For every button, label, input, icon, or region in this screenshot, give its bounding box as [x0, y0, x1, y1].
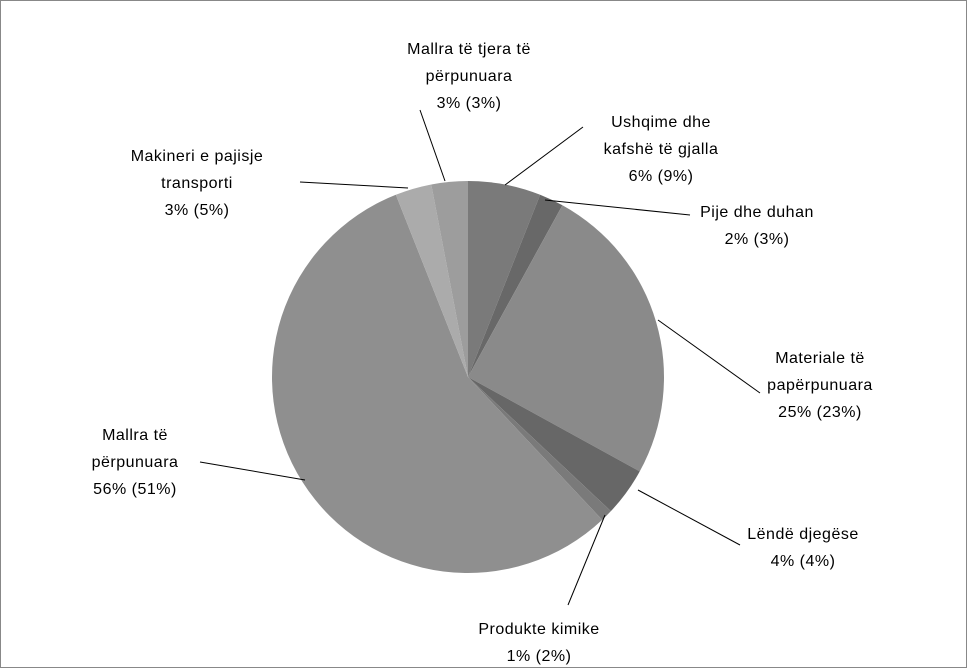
leader-line [199, 461, 306, 481]
pie-slice [395, 184, 468, 377]
slice-label: përpunuara [92, 454, 179, 471]
pie-slice [468, 205, 664, 472]
slice-label: Makineri e pajisje [131, 148, 264, 165]
slice-label: Mallra të tjera të [407, 41, 531, 58]
value-label: 2% (3%) [725, 231, 790, 248]
pie-slice [468, 194, 563, 377]
pie-slice [468, 377, 640, 512]
slice-label: papërpunuara [767, 377, 873, 394]
leader-line [504, 126, 584, 186]
leader-line [544, 199, 691, 216]
slice-label: Mallra të [102, 427, 168, 444]
leader-line [657, 319, 761, 394]
slice-label: Materiale të [775, 350, 865, 367]
leader-line [567, 514, 606, 606]
slice-label: Ushqime dhe [611, 114, 711, 131]
slice-label: Lëndë djegëse [747, 526, 858, 543]
pie-slice [272, 194, 603, 573]
slice-label: Pije dhe duhan [700, 204, 814, 221]
value-label: 1% (2%) [507, 648, 572, 665]
value-label: 3% (5%) [165, 202, 230, 219]
leader-line [419, 109, 446, 182]
leader-line [299, 181, 409, 189]
slice-label: kafshë të gjalla [604, 141, 719, 158]
pie-slice [468, 181, 541, 377]
slice-label: përpunuara [426, 68, 513, 85]
value-label: 6% (9%) [629, 168, 694, 185]
slice-label: Produkte kimike [478, 621, 599, 638]
value-label: 25% (23%) [778, 404, 862, 421]
pie-slice [468, 377, 611, 520]
leader-line [637, 489, 741, 546]
value-label: 56% (51%) [93, 481, 177, 498]
pie-slice [431, 181, 468, 377]
slice-label: transporti [161, 175, 233, 192]
value-label: 3% (3%) [437, 95, 502, 112]
value-label: 4% (4%) [771, 553, 836, 570]
